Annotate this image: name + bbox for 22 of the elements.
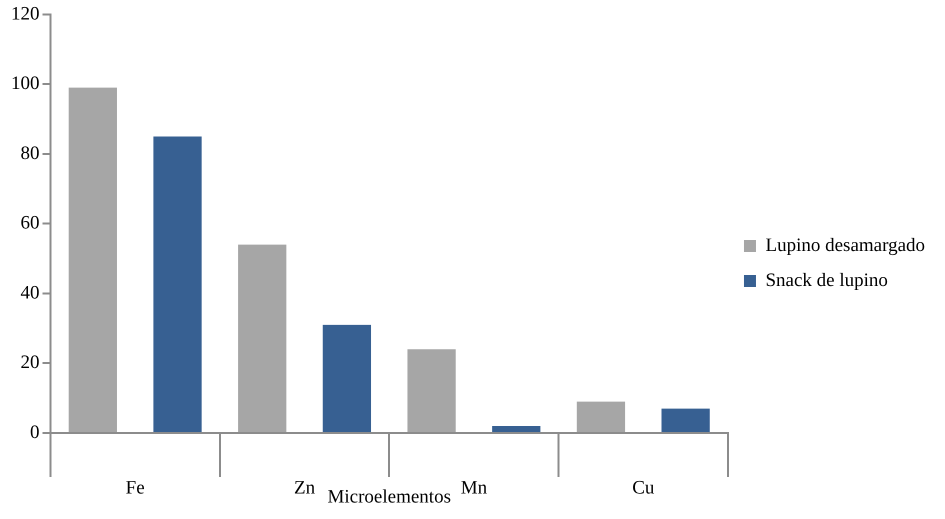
bar xyxy=(238,244,286,432)
x-tick-label: Zn xyxy=(294,477,316,498)
bar xyxy=(68,88,117,432)
x-tick-label: Mn xyxy=(460,477,488,498)
x-axis-title: Microelementos xyxy=(328,486,451,508)
y-tick-label: 100 xyxy=(11,73,40,94)
y-tick-label: 60 xyxy=(20,212,40,234)
y-tick-label: 40 xyxy=(20,282,40,304)
y-tick-label: 120 xyxy=(11,3,40,24)
bar xyxy=(407,349,456,432)
bar xyxy=(662,408,710,432)
y-tick-label: 20 xyxy=(20,352,40,374)
bar xyxy=(492,426,540,432)
legend-label: Snack de lupino xyxy=(765,270,888,291)
y-tick-label: 0 xyxy=(30,422,40,443)
bar xyxy=(153,136,202,432)
x-tick-label: Cu xyxy=(632,477,655,498)
bar xyxy=(576,402,626,432)
y-tick-label: 80 xyxy=(20,142,40,164)
x-tick-label: Fe xyxy=(126,477,145,498)
legend-label: Lupino desamargado xyxy=(765,234,926,256)
bar xyxy=(322,324,372,432)
